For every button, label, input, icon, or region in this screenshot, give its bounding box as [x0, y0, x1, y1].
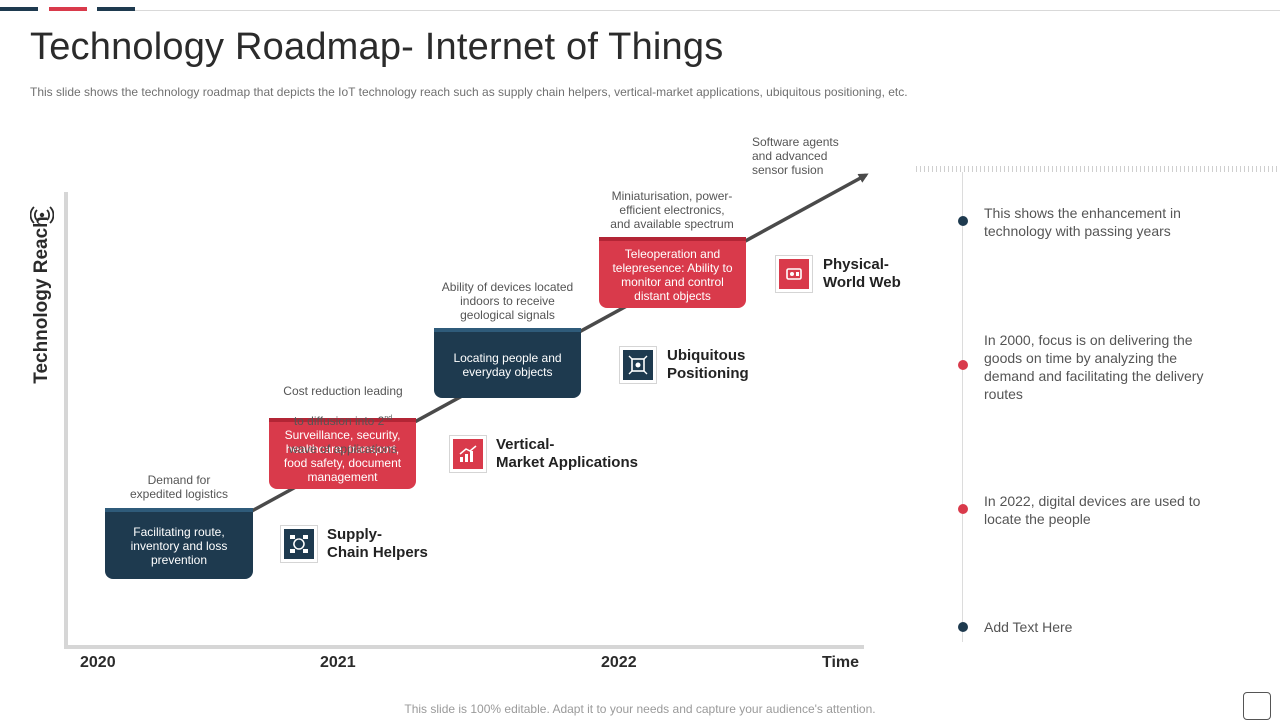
- page-title: Technology Roadmap- Internet of Things: [30, 26, 724, 68]
- time-label: Time: [822, 654, 860, 671]
- growth-chart-icon: [459, 445, 477, 462]
- timeline-text-2: In 2000, focus is on delivering the good…: [984, 332, 1204, 402]
- timeline-dot: [958, 360, 968, 370]
- top-decor-segment: [0, 7, 38, 11]
- top-decor-segment: [97, 7, 135, 11]
- step-note-2-line: Cost reduction leading: [283, 384, 403, 398]
- step-note-2-line: wave of applications: [288, 442, 398, 456]
- y-axis-label: Technology Reach: [31, 216, 52, 384]
- year-label-2020: 2020: [80, 654, 116, 671]
- page-subtitle: This slide shows the technology roadmap …: [30, 85, 908, 99]
- year-label-2021: 2021: [320, 654, 356, 671]
- step-box-4: Teleoperation and telepresence: Ability …: [599, 237, 746, 308]
- step-box-1: Facilitating route, inventory and loss p…: [105, 508, 253, 579]
- label-vertical-market: Vertical- Market Applications: [496, 436, 638, 471]
- step-box-3: Locating people and everyday objects: [434, 328, 581, 398]
- timeline-dot: [958, 504, 968, 514]
- positioning-icon: [628, 355, 648, 375]
- label-physical-web: Physical- World Web: [823, 256, 901, 291]
- x-axis: [64, 645, 864, 649]
- step-note-3: Ability of devices located indoors to re…: [441, 280, 574, 322]
- label-supply-chain: Supply- Chain Helpers: [327, 526, 428, 561]
- ubiquitous-tile: [619, 346, 657, 384]
- timeline-dot: [958, 216, 968, 226]
- supply-chain-icon: [290, 535, 308, 553]
- top-decor-segment: [49, 7, 87, 11]
- step-note-1: Demand for expedited logistics: [129, 473, 229, 501]
- step-note-2-sup: nd: [384, 415, 393, 422]
- dotted-divider: [916, 166, 1278, 172]
- year-label-2022: 2022: [601, 654, 637, 671]
- step-note-2-line: to diffusion into 2: [293, 414, 385, 428]
- timeline-text-3: In 2022, digital devices are used to loc…: [984, 493, 1201, 527]
- supply-chain-tile: [280, 525, 318, 563]
- y-axis: [64, 192, 68, 649]
- corner-box: [1243, 692, 1271, 720]
- timeline-line: [962, 172, 963, 642]
- label-ubiquitous: Ubiquitous Positioning: [667, 347, 749, 382]
- top-note: Software agents and advanced sensor fusi…: [752, 135, 839, 177]
- footer-note: This slide is 100% editable. Adapt it to…: [404, 702, 876, 716]
- step-note-4: Miniaturisation, power- efficient electr…: [610, 189, 734, 231]
- top-decor-bar: [0, 0, 1280, 12]
- wifi-signal-icon: [30, 206, 54, 224]
- vertical-market-tile: [449, 435, 487, 473]
- web-device-icon: [786, 268, 802, 280]
- physical-web-tile: [775, 255, 813, 293]
- step-note-2: Cost reduction leading to diffusion into…: [268, 370, 418, 456]
- step-box-2: Surveillance, security, healthcare, tran…: [269, 418, 416, 489]
- top-divider: [135, 10, 1280, 11]
- timeline-dot: [958, 622, 968, 632]
- timeline-text-1: This shows the enhancement in technology…: [984, 205, 1181, 239]
- timeline-text-4[interactable]: Add Text Here: [984, 619, 1073, 635]
